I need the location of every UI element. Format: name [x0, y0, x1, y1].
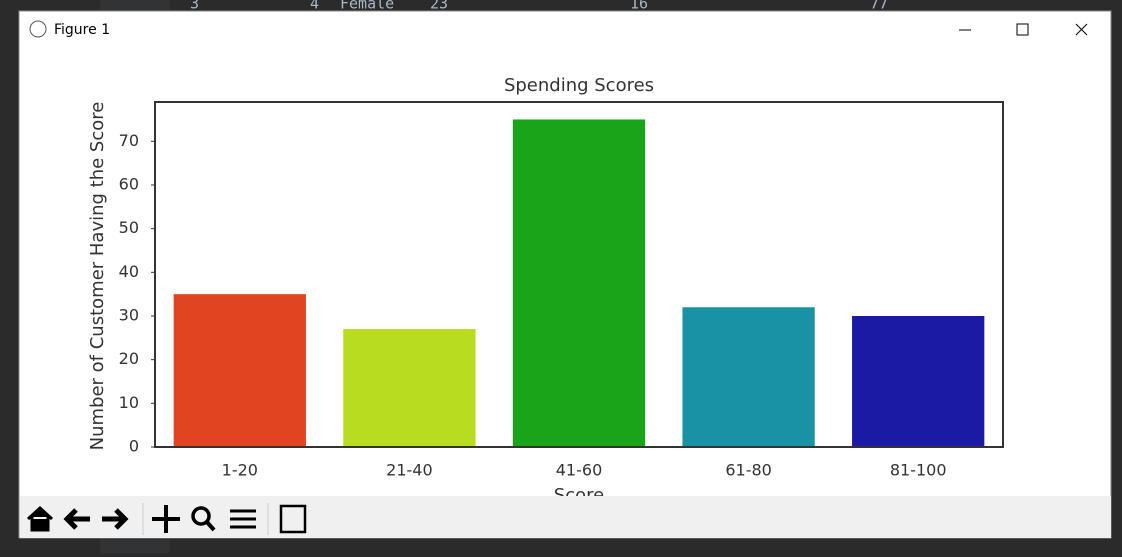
- chart-title: Spending Scores: [504, 75, 654, 96]
- y-axis-label: Number of Customer Having the Score: [87, 102, 108, 451]
- y-tick-label: 40: [119, 262, 139, 281]
- configure-button[interactable]: [230, 509, 256, 529]
- y-tick-label: 20: [119, 349, 139, 368]
- code-text: 16: [630, 0, 648, 13]
- bar: [512, 119, 646, 447]
- bar: [343, 329, 476, 447]
- code-text: Female: [340, 0, 394, 13]
- pan-button[interactable]: [152, 505, 180, 533]
- y-tick-label: 60: [119, 174, 139, 193]
- chart: Spending Scores Number of Customer Havin…: [87, 75, 1004, 506]
- maximize[interactable]: [1016, 23, 1029, 36]
- home-button[interactable]: [26, 505, 54, 532]
- back-button[interactable]: [63, 508, 90, 530]
- y-tick-label: 0: [129, 437, 139, 456]
- code-row: 3 4 Female 23 16 77: [190, 0, 888, 13]
- title-bar: Figure 1: [29, 20, 1088, 38]
- x-tick-label: 1-20: [222, 461, 258, 480]
- x-tick-label: 21-40: [386, 461, 433, 480]
- y-tick-label: 30: [119, 305, 139, 324]
- bar: [173, 294, 306, 447]
- x-tick-label: 61-80: [725, 461, 772, 480]
- window-title: Figure 1: [54, 22, 110, 38]
- x-tick-label: 81-100: [890, 461, 947, 480]
- code-text: 3: [190, 0, 199, 13]
- bar: [682, 307, 815, 447]
- x-tick-label: 41-60: [556, 461, 603, 480]
- toolbar-bg: [20, 496, 1111, 538]
- zoom-button[interactable]: [191, 506, 216, 532]
- app-icon: [29, 20, 47, 38]
- code-text: 23: [430, 0, 448, 13]
- close[interactable]: [1075, 23, 1088, 36]
- plot-frame: [154, 101, 1004, 448]
- y-tick-label: 70: [119, 131, 139, 150]
- forward-button[interactable]: [102, 508, 129, 530]
- bar: [852, 315, 985, 447]
- toolbar: [20, 496, 1111, 538]
- code-text: 4: [310, 0, 319, 13]
- y-tick-label: 50: [119, 218, 139, 237]
- save-button[interactable]: [279, 504, 307, 534]
- y-tick-label: 10: [119, 393, 139, 412]
- code-text: 77: [870, 0, 888, 13]
